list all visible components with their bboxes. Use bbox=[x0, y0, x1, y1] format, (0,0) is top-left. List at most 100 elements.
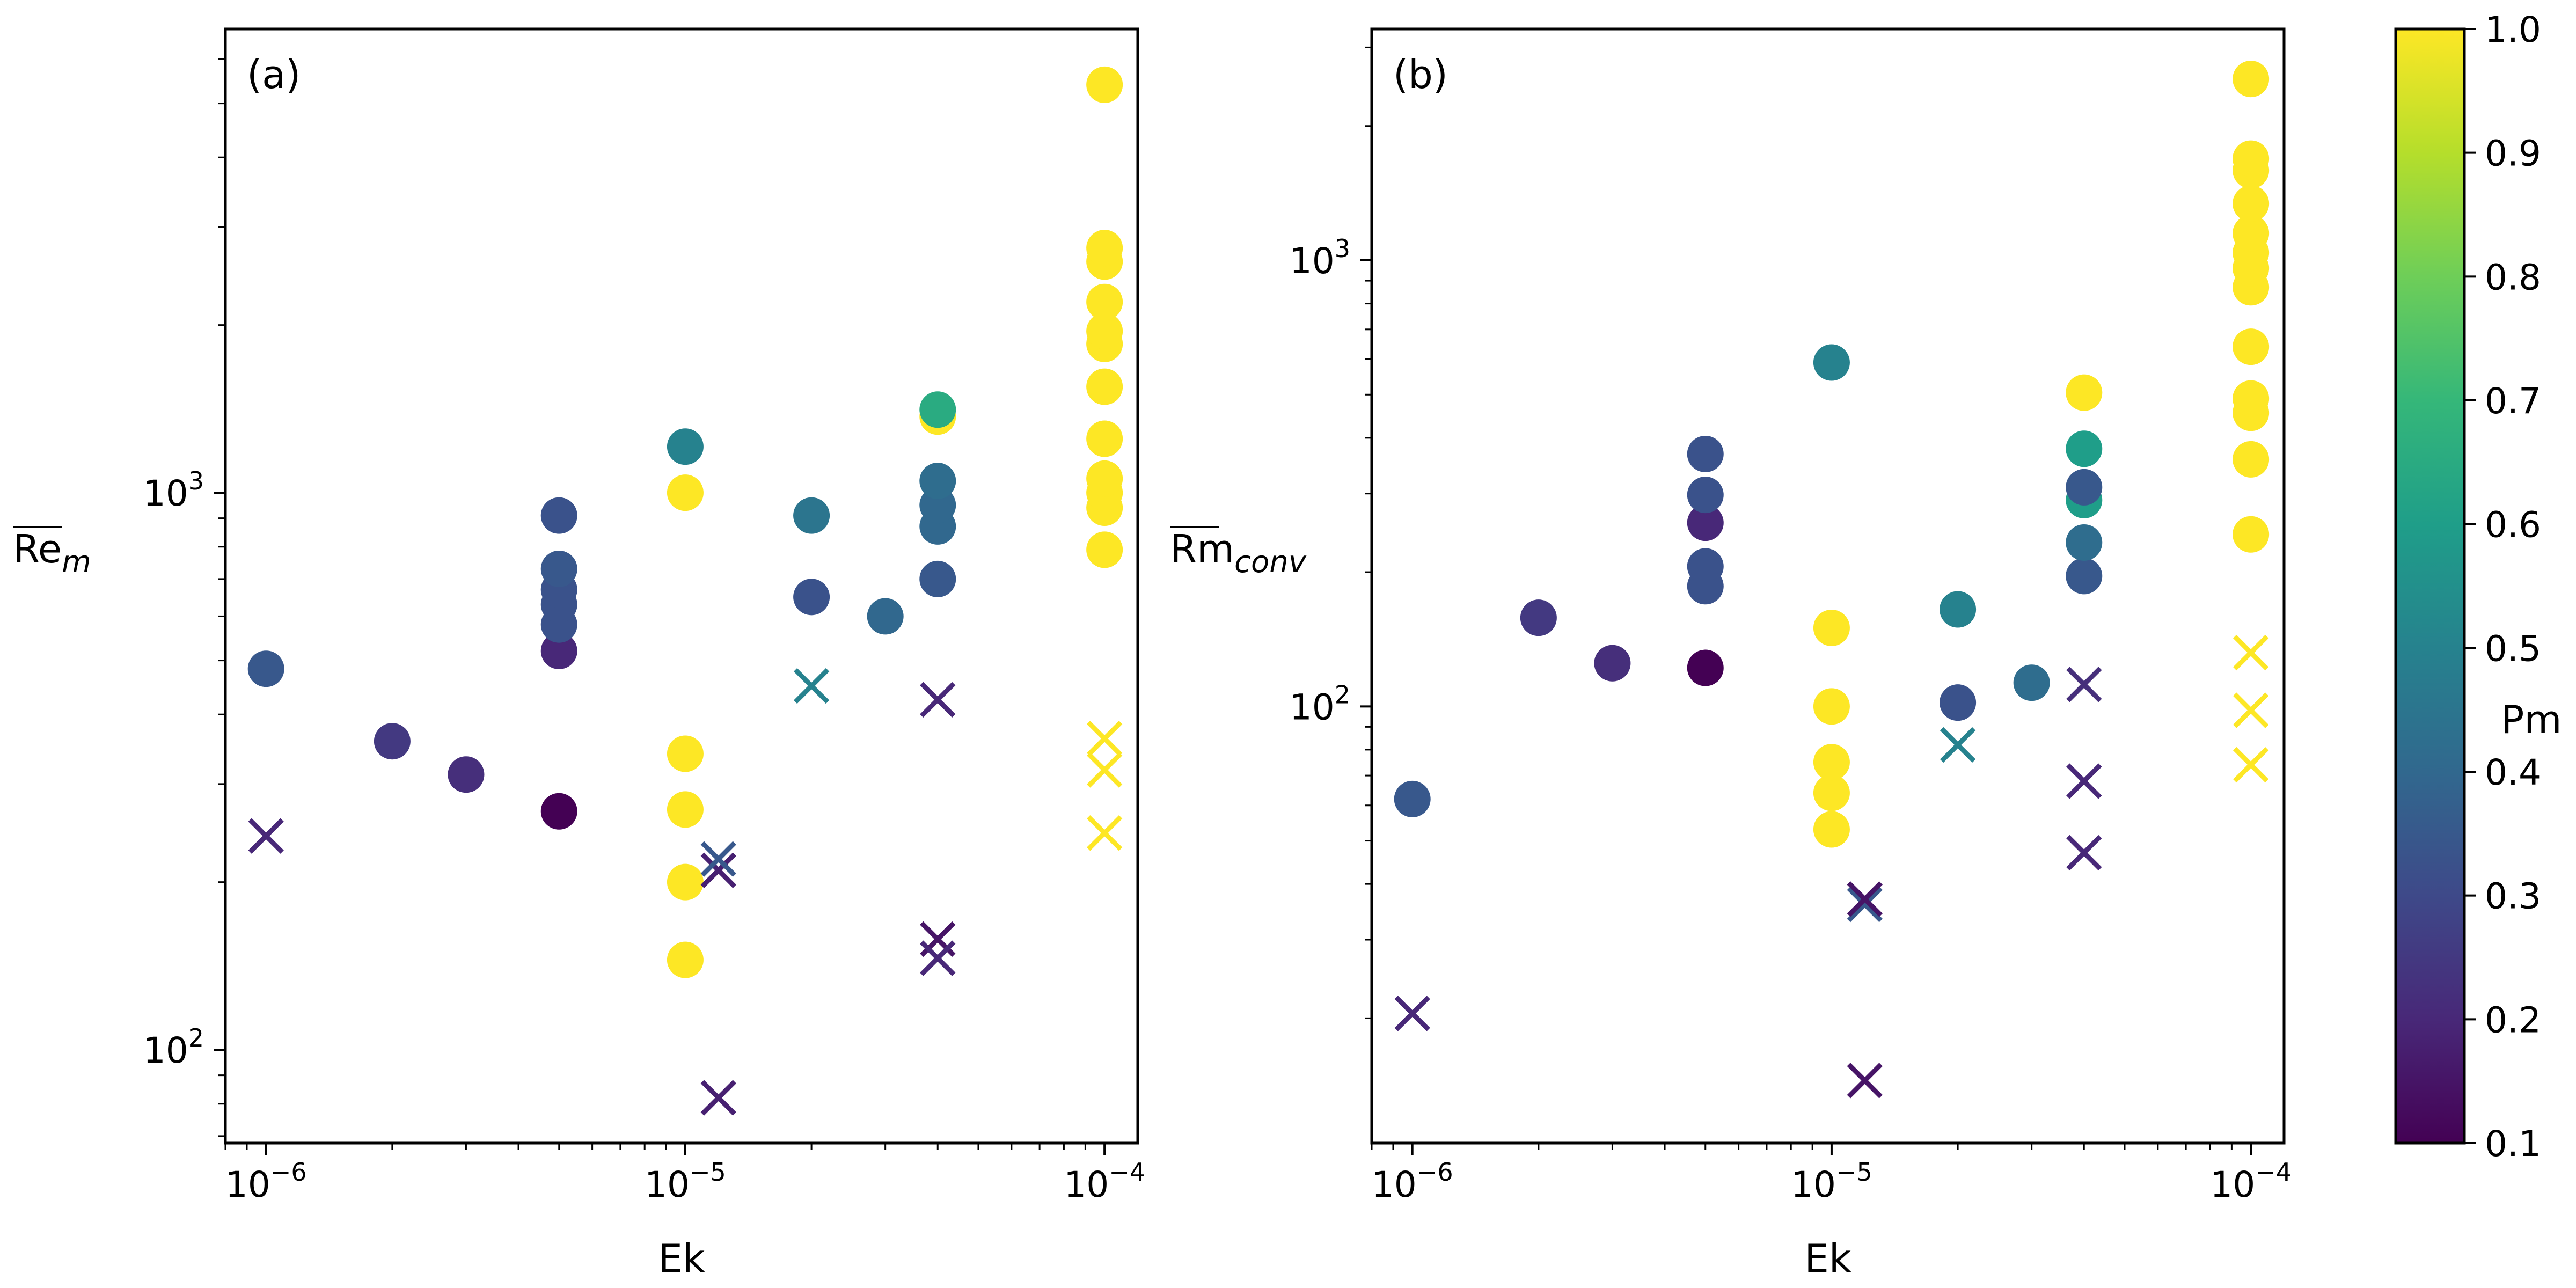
circle-marker bbox=[667, 735, 704, 772]
circle-marker bbox=[2233, 185, 2270, 222]
circle-marker bbox=[247, 650, 284, 687]
x-tick-label: 10−5 bbox=[1791, 1158, 1872, 1205]
cross-marker bbox=[248, 818, 284, 854]
circle-marker bbox=[1086, 368, 1123, 405]
colorbar-tick-label: 0.2 bbox=[2485, 999, 2541, 1041]
circle-marker bbox=[1687, 649, 1724, 686]
x-tick-label: 10−6 bbox=[1372, 1158, 1453, 1205]
circle-marker bbox=[1086, 313, 1123, 350]
circle-marker bbox=[374, 723, 411, 760]
cross-marker bbox=[2066, 763, 2102, 799]
y-tick-label: 102 bbox=[1290, 680, 1350, 728]
circle-marker bbox=[667, 863, 704, 901]
cross-marker bbox=[1847, 881, 1883, 917]
cross-marker bbox=[1847, 886, 1883, 923]
cross-marker bbox=[920, 682, 956, 718]
x-tick-label-exp: −5 bbox=[1836, 1158, 1872, 1187]
circle-marker bbox=[1394, 780, 1431, 817]
cross-marker bbox=[700, 841, 736, 877]
cross-marker bbox=[2066, 667, 2102, 702]
cross-marker bbox=[2233, 634, 2269, 671]
colorbar-tick-label: 0.3 bbox=[2485, 876, 2541, 917]
circle-marker bbox=[1086, 283, 1123, 320]
y-tick-label-exp: 2 bbox=[1335, 680, 1350, 709]
circle-marker bbox=[1086, 531, 1123, 568]
cross-marker bbox=[1086, 752, 1123, 788]
circle-marker bbox=[667, 474, 704, 511]
circle-marker bbox=[2013, 664, 2050, 701]
circle-marker bbox=[448, 756, 485, 793]
circle-marker bbox=[2233, 140, 2270, 177]
colorbar-tick-label: 0.1 bbox=[2485, 1123, 2541, 1165]
colorbar: 0.1 0.2 0.3 0.4 0.5 0.6 0.7 0.8 0.9 1.0 Pm bbox=[2394, 9, 2562, 1165]
circle-marker bbox=[1813, 609, 1850, 646]
x-tick-label: 10−6 bbox=[225, 1158, 307, 1205]
circle-marker bbox=[667, 791, 704, 828]
x-tick-label-exp: −5 bbox=[690, 1158, 726, 1187]
circle-marker bbox=[1086, 420, 1123, 457]
x-tick-label: 10−5 bbox=[645, 1158, 726, 1205]
circle-marker bbox=[1813, 774, 1850, 811]
circle-marker bbox=[2066, 524, 2103, 561]
x-tick-label-base: 10 bbox=[1372, 1164, 1417, 1205]
circle-marker bbox=[1687, 504, 1724, 541]
cross-marker bbox=[1940, 727, 1976, 763]
y-tick-label: 102 bbox=[143, 1023, 204, 1071]
circle-marker bbox=[1813, 688, 1850, 725]
circle-marker bbox=[1594, 645, 1631, 682]
y-axis-label-sub: conv bbox=[1234, 545, 1307, 580]
cross-marker bbox=[2066, 835, 2102, 871]
y-axis-label: Rmconv bbox=[1170, 526, 1307, 580]
circle-marker bbox=[2233, 215, 2270, 252]
y-axis-label-main: Rm bbox=[1170, 526, 1234, 572]
circle-marker bbox=[1520, 599, 1557, 636]
circle-marker bbox=[2233, 328, 2270, 365]
y-tick-label: 103 bbox=[143, 466, 204, 514]
circle-marker bbox=[919, 391, 956, 428]
circle-marker bbox=[667, 428, 704, 465]
cross-marker bbox=[700, 852, 736, 888]
plot-frame bbox=[224, 27, 1139, 1145]
circle-marker bbox=[2233, 441, 2270, 478]
circle-marker bbox=[919, 560, 956, 597]
circle-marker bbox=[2233, 380, 2270, 417]
y-tick-label-exp: 3 bbox=[188, 466, 204, 495]
circle-marker bbox=[1687, 548, 1724, 585]
circle-marker bbox=[540, 632, 577, 669]
y-tick-label-exp: 3 bbox=[1335, 234, 1350, 263]
circle-marker bbox=[919, 463, 956, 500]
circle-marker bbox=[2066, 430, 2103, 467]
y-tick-label: 103 bbox=[1290, 234, 1350, 282]
x-axis-label: Ek bbox=[658, 1236, 705, 1281]
circle-marker bbox=[2066, 469, 2103, 506]
circle-marker bbox=[1086, 66, 1123, 103]
circle-marker bbox=[1086, 460, 1123, 497]
circle-marker bbox=[793, 579, 830, 616]
circle-marker bbox=[793, 497, 830, 534]
colorbar-label: Pm bbox=[2501, 697, 2562, 742]
x-axis-label: Ek bbox=[1804, 1236, 1851, 1281]
x-tick-label-base: 10 bbox=[2210, 1164, 2255, 1205]
colorbar-tick-label: 0.5 bbox=[2485, 628, 2541, 669]
data-points bbox=[1394, 61, 2270, 1099]
y-tick-label-base: 10 bbox=[1290, 686, 1335, 728]
circle-marker bbox=[2066, 374, 2103, 411]
x-tick-label: 10−4 bbox=[2210, 1158, 2292, 1205]
x-tick-label-base: 10 bbox=[1064, 1164, 1109, 1205]
cross-marker bbox=[1847, 1063, 1883, 1099]
circle-marker bbox=[1940, 591, 1977, 628]
circle-marker bbox=[540, 793, 577, 830]
x-tick-label-exp: −4 bbox=[2255, 1158, 2292, 1187]
circle-marker bbox=[1687, 435, 1724, 472]
circle-marker bbox=[867, 598, 904, 635]
colorbar-gradient bbox=[2394, 27, 2466, 1145]
x-tick-label-exp: −6 bbox=[270, 1158, 307, 1187]
cross-marker bbox=[1394, 996, 1430, 1031]
x-tick-label: 10−4 bbox=[1064, 1158, 1145, 1205]
cross-marker bbox=[1086, 721, 1123, 757]
colorbar-tick-label: 0.6 bbox=[2485, 504, 2541, 546]
colorbar-tick-label: 1.0 bbox=[2485, 9, 2541, 50]
